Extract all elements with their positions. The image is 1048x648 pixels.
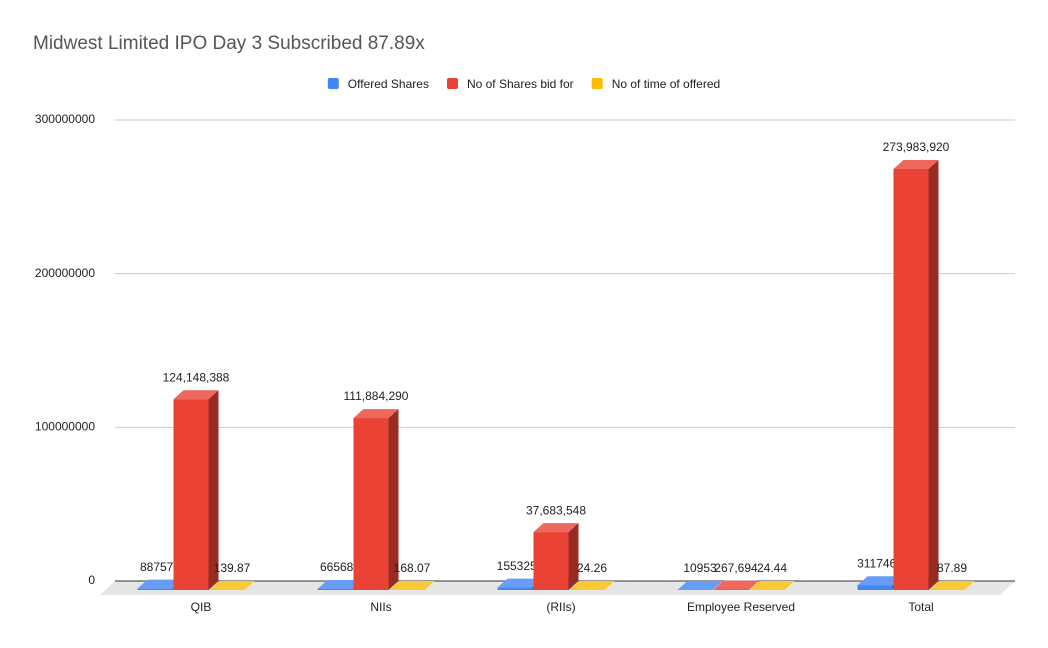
legend-label: No of time of offered: [612, 77, 721, 91]
bar-side-shade: [568, 523, 579, 590]
x-tick-label: (RIIs): [546, 600, 575, 614]
data-label: 24.26: [577, 561, 607, 575]
bar-side: [388, 409, 399, 590]
bar-top-shade: [317, 579, 363, 589]
bar-top: [893, 159, 939, 169]
bar-side: [424, 580, 435, 590]
bar-top-shade: [173, 390, 219, 400]
bar-top: [497, 578, 543, 588]
data-label: 139.87: [214, 561, 251, 575]
bar: [497, 587, 533, 590]
bar-top-shade: [677, 580, 723, 590]
data-label: 3117460: [857, 556, 903, 570]
x-tick-label: Total: [908, 600, 933, 614]
data-label: 887572: [140, 560, 180, 574]
bar: [317, 588, 353, 590]
bar-side: [928, 159, 939, 591]
bar-top: [569, 580, 615, 590]
x-tick-label: Employee Reserved: [687, 600, 795, 614]
legend-swatch: [446, 78, 458, 89]
bar-top: [353, 409, 399, 419]
legend-swatch: [327, 78, 339, 89]
bar-side: [748, 580, 759, 590]
y-tick-label: 100000000: [35, 420, 95, 434]
bar-side: [208, 390, 219, 590]
y-tick-label: 200000000: [35, 266, 95, 280]
bar-top-shade: [497, 578, 543, 588]
bar-top-shade: [533, 523, 579, 533]
bar: [893, 168, 929, 591]
data-label: 124,148,388: [163, 370, 230, 384]
y-tick-label: 0: [88, 573, 95, 587]
bar-top: [209, 580, 255, 590]
x-tick-label: QIB: [191, 600, 212, 614]
bar-top-shade: [893, 159, 939, 169]
bar-side-shade: [748, 580, 759, 590]
bar: [533, 532, 569, 590]
bar-top: [173, 390, 219, 400]
bar-side-shade: [244, 580, 255, 590]
bar-top: [857, 576, 903, 586]
bar-side-shade: [208, 390, 219, 590]
data-label: 273,983,920: [883, 140, 950, 154]
legend-label: No of Shares bid for: [467, 77, 574, 91]
bar-top: [389, 580, 435, 590]
bar-side-shade: [928, 159, 939, 591]
data-label: 1553255: [497, 559, 544, 573]
data-label: 111,884,290: [344, 389, 409, 403]
data-label: 267,694: [714, 561, 758, 575]
data-label: 87.89: [937, 561, 967, 575]
bar-side-shade: [712, 580, 723, 590]
bar: [137, 588, 173, 590]
bar: [353, 418, 389, 590]
y-tick-label: 300000000: [35, 112, 95, 126]
bar-top-shade: [137, 579, 183, 589]
data-label: 37,683,548: [526, 503, 586, 517]
bar-top-shade: [857, 576, 903, 586]
data-label: 10953: [683, 561, 717, 575]
bar-top: [929, 580, 975, 590]
bar-top-shade: [389, 580, 435, 590]
bar-top: [137, 579, 183, 589]
bar-top: [713, 580, 759, 590]
bar-top-shade: [713, 580, 759, 590]
bar-top-shade: [353, 409, 399, 419]
bar-top-shade: [929, 580, 975, 590]
data-label: 168.07: [394, 561, 431, 575]
data-label: 24.44: [757, 561, 787, 575]
x-tick-label: NIIs: [370, 600, 391, 614]
legend-label: Offered Shares: [348, 77, 429, 91]
data-label: 665681: [320, 560, 360, 574]
bar-top: [533, 523, 579, 533]
bar: [857, 585, 893, 590]
bar-side: [568, 523, 579, 590]
bar-top: [749, 580, 795, 590]
bar: [173, 399, 209, 590]
bar-side-shade: [424, 580, 435, 590]
bar-top-shade: [209, 580, 255, 590]
bar-top-shade: [569, 580, 615, 590]
bar-top: [317, 579, 363, 589]
bar-top-shade: [749, 580, 795, 590]
bar-side: [712, 580, 723, 590]
bar-top: [677, 580, 723, 590]
legend-swatch: [591, 78, 603, 89]
bar-side: [244, 580, 255, 590]
bar-side-shade: [388, 409, 399, 590]
chart-title: Midwest Limited IPO Day 3 Subscribed 87.…: [33, 33, 425, 54]
